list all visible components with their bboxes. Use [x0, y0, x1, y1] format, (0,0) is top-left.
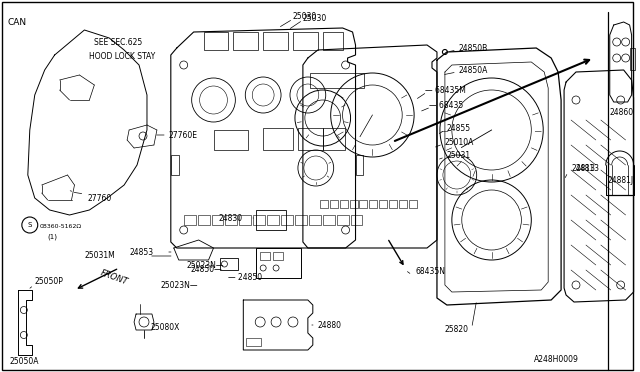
Bar	[293, 32, 318, 50]
Bar	[309, 215, 321, 225]
Text: 24853: 24853	[129, 247, 153, 257]
Bar	[214, 130, 248, 150]
Bar	[295, 215, 307, 225]
Bar	[246, 338, 261, 346]
Text: 25030: 25030	[303, 13, 327, 22]
Bar	[184, 215, 196, 225]
Text: 24850—: 24850—	[191, 266, 223, 275]
Text: 25080X: 25080X	[151, 324, 180, 333]
Bar	[260, 252, 270, 260]
Text: 25820: 25820	[445, 326, 469, 334]
Bar	[337, 215, 349, 225]
Bar	[220, 258, 238, 270]
Text: 24813: 24813	[576, 164, 600, 173]
Text: 24850B: 24850B	[459, 44, 488, 52]
Text: — 68435M: — 68435M	[425, 86, 466, 94]
Bar	[225, 215, 237, 225]
Text: — 24850: — 24850	[228, 273, 262, 282]
Bar	[380, 200, 387, 208]
Bar	[263, 32, 288, 50]
Bar	[320, 200, 328, 208]
Bar	[253, 215, 265, 225]
Bar	[340, 200, 348, 208]
Text: 27760: 27760	[88, 193, 111, 202]
Text: — 68435: — 68435	[429, 100, 463, 109]
Text: 25050P: 25050P	[35, 278, 63, 286]
Bar	[171, 155, 179, 175]
Bar	[349, 200, 358, 208]
Bar	[351, 215, 362, 225]
Text: FRONT: FRONT	[99, 269, 129, 287]
Bar	[330, 200, 338, 208]
Bar	[204, 32, 228, 50]
Bar	[389, 200, 397, 208]
Text: 27760E: 27760E	[169, 131, 198, 140]
Text: 24860: 24860	[610, 108, 634, 116]
Text: HOOD LOCK STAY: HOOD LOCK STAY	[90, 51, 156, 61]
Text: 24850A: 24850A	[459, 65, 488, 74]
Bar	[323, 32, 342, 50]
Text: 25031M: 25031M	[84, 250, 115, 260]
Text: S: S	[28, 222, 32, 228]
Text: 25050A: 25050A	[10, 357, 40, 366]
Bar	[630, 48, 635, 70]
Bar	[239, 215, 252, 225]
Text: (1): (1)	[47, 234, 58, 240]
Bar	[409, 200, 417, 208]
Bar	[281, 215, 293, 225]
Bar	[323, 128, 344, 150]
Bar	[369, 200, 378, 208]
Bar	[399, 200, 407, 208]
Bar	[256, 248, 301, 278]
Bar	[263, 128, 293, 150]
Bar	[256, 210, 286, 230]
Text: 25023N—: 25023N—	[161, 280, 198, 289]
Text: SEE SEC.625: SEE SEC.625	[94, 38, 143, 46]
Bar	[310, 73, 364, 88]
Text: 25010A: 25010A	[445, 138, 474, 147]
Text: CAN: CAN	[8, 17, 27, 26]
Bar	[198, 215, 209, 225]
Bar	[360, 200, 367, 208]
Text: 24880: 24880	[318, 321, 342, 330]
Bar	[298, 128, 323, 150]
Text: 24830: 24830	[218, 214, 243, 222]
Bar	[267, 215, 279, 225]
Text: 08360-5162Ω: 08360-5162Ω	[40, 224, 82, 229]
Bar	[234, 32, 258, 50]
Text: 25031: 25031	[447, 151, 471, 160]
Bar	[273, 252, 283, 260]
Text: 68435N: 68435N	[415, 267, 445, 276]
Bar	[212, 215, 223, 225]
Text: 25030: 25030	[293, 12, 317, 20]
Text: 25023N—: 25023N—	[187, 260, 224, 269]
Text: 24813: 24813	[571, 164, 595, 173]
Text: 24881J: 24881J	[608, 176, 634, 185]
Text: 24855: 24855	[447, 124, 471, 132]
Bar	[323, 215, 335, 225]
Text: A248H0009: A248H0009	[534, 356, 579, 365]
Bar	[356, 155, 364, 175]
